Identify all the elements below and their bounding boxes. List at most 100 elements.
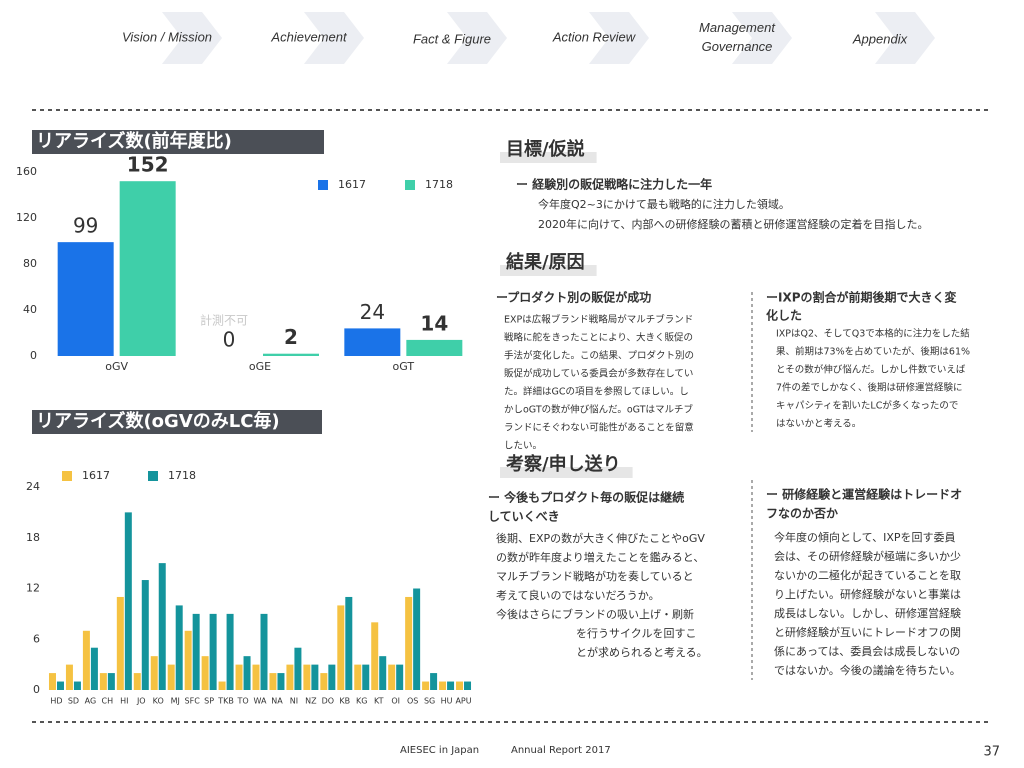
body-line: 2020年に向けて、内部への研修経験の蓄積と研修運営経験の定着を目指した。 xyxy=(538,217,928,231)
nav-item[interactable]: Achievement xyxy=(270,29,348,44)
heading-highlight xyxy=(500,265,597,276)
x-tick-label: SG xyxy=(424,697,435,706)
chart-title-box xyxy=(32,130,324,154)
x-tick-label: DO xyxy=(322,697,334,706)
bar xyxy=(337,605,345,690)
point: ー 研修経験と運営経験はトレードオ xyxy=(766,487,962,502)
body-line: ランドにそぐわない可能性があることを留意 xyxy=(504,422,694,434)
body-line: 手法が変化した。この結果、プロダクト別の xyxy=(504,350,694,362)
bar xyxy=(82,630,90,690)
point: ー 今後もプロダクト毎の販促は継続 xyxy=(488,490,684,505)
body-line: はないかと考える。 xyxy=(776,419,861,430)
x-tick-label: HD xyxy=(50,697,62,706)
body-line: た。詳細はGCの項目を参照してほしい。し xyxy=(504,386,689,398)
bar xyxy=(447,681,455,690)
bar xyxy=(260,613,268,690)
body-line: とその数が伸び悩んだ。しかし件数でいえば xyxy=(776,364,966,376)
body-line: マルチブランド戦略が功を奏していると xyxy=(496,569,694,583)
point: ープロダクト別の販促が成功 xyxy=(496,290,651,305)
y-tick-label: 0 xyxy=(33,683,40,696)
data-label: 152 xyxy=(127,153,169,177)
bar xyxy=(311,664,319,690)
bar xyxy=(269,673,277,690)
body-line: 会は、その研修経験が極端に多いか少 xyxy=(774,549,961,563)
bar xyxy=(150,656,158,690)
nav-item[interactable]: Management xyxy=(699,20,776,35)
body-line: EXPは広報ブランド戦略局がマルチブランド xyxy=(504,314,693,326)
body-line: と研修経験が互いにトレードオフの関 xyxy=(774,625,961,639)
y-tick-label: 18 xyxy=(26,531,40,544)
legend-label: 1617 xyxy=(82,469,110,482)
chart-title-box xyxy=(32,410,322,434)
body-line: の数が昨年度より増えたことを鑑みると、 xyxy=(496,550,704,564)
bar xyxy=(90,647,98,690)
body-line: 係にあっては、委員会は成長しないの xyxy=(774,645,960,658)
bar xyxy=(439,681,447,690)
bar xyxy=(184,630,192,690)
nav-item[interactable]: Appendix xyxy=(852,31,908,46)
bar xyxy=(48,673,56,690)
x-tick-label: CH xyxy=(102,697,114,706)
x-tick-label: KB xyxy=(339,697,350,706)
bar xyxy=(388,664,396,690)
nav-item[interactable]: Governance xyxy=(702,39,773,54)
bar xyxy=(243,656,251,690)
bar xyxy=(277,673,285,690)
page-number: 37 xyxy=(983,745,1000,760)
bar xyxy=(175,605,183,690)
bar xyxy=(456,681,464,690)
body-line: 成長はしない。しかし、研修運営経験 xyxy=(774,606,961,620)
body-line: 戦略に舵をきったことにより、大きく販促の xyxy=(504,332,693,344)
nav-item[interactable]: Fact & Figure xyxy=(413,31,491,46)
chart-title: リアライズ数(oGVのみLC毎) xyxy=(36,410,280,432)
x-tick-label: KO xyxy=(153,697,164,706)
body-line: とが求められると考える。 xyxy=(576,645,708,659)
x-tick-label: KT xyxy=(374,697,384,706)
heading-highlight xyxy=(500,152,597,163)
nav-item[interactable]: Vision / Mission xyxy=(122,29,212,44)
y-tick-label: 24 xyxy=(26,480,40,493)
bar xyxy=(422,681,430,690)
footer-text: AIESEC in Japan xyxy=(400,745,479,756)
y-tick-label: 120 xyxy=(16,211,37,224)
data-label: 99 xyxy=(73,214,98,238)
x-tick-label: TKB xyxy=(217,697,234,706)
bar xyxy=(303,664,311,690)
x-tick-label: oGE xyxy=(249,360,271,373)
x-tick-label: WA xyxy=(254,697,267,706)
body-line: を行うサイクルを回すこ xyxy=(576,627,696,640)
footer-text: Annual Report 2017 xyxy=(511,745,611,756)
data-label: 2 xyxy=(284,325,298,349)
section-heading: 結果/原因 xyxy=(506,251,585,273)
x-tick-label: oGT xyxy=(393,360,415,373)
nav-item[interactable]: Action Review xyxy=(552,29,637,44)
legend-swatch xyxy=(62,471,72,481)
nav-chevron xyxy=(162,12,222,64)
body-line: かしoGTの数が伸び悩んだ。oGTはマルチブ xyxy=(504,404,693,416)
point: ーIXPの割合が前期後期で大きく変 xyxy=(766,290,958,305)
nav-chevron xyxy=(447,12,507,64)
bar xyxy=(354,664,362,690)
y-tick-label: 160 xyxy=(16,165,37,178)
x-tick-label: NA xyxy=(271,697,283,706)
legend-swatch xyxy=(405,180,415,190)
x-tick-label: SFC xyxy=(185,697,201,706)
point: 化した xyxy=(766,308,802,323)
x-tick-label: oGV xyxy=(105,360,128,373)
legend-swatch xyxy=(318,180,328,190)
bar xyxy=(192,613,200,690)
x-tick-label: MJ xyxy=(171,697,180,706)
bar xyxy=(218,681,226,690)
x-tick-label: SP xyxy=(204,697,214,706)
body-line: 考えて良いのではないだろうか。 xyxy=(496,588,660,602)
bar xyxy=(252,664,260,690)
body-line: 今年度Q2~3にかけて最も戦略的に注力した領域。 xyxy=(538,197,790,211)
bar xyxy=(201,656,209,690)
body-line: したい。 xyxy=(504,441,542,452)
bar xyxy=(226,613,234,690)
bar xyxy=(379,656,387,690)
data-label: 24 xyxy=(360,300,385,324)
bar xyxy=(344,328,401,356)
nav-chevron xyxy=(589,12,649,64)
x-tick-label: OI xyxy=(391,697,400,706)
